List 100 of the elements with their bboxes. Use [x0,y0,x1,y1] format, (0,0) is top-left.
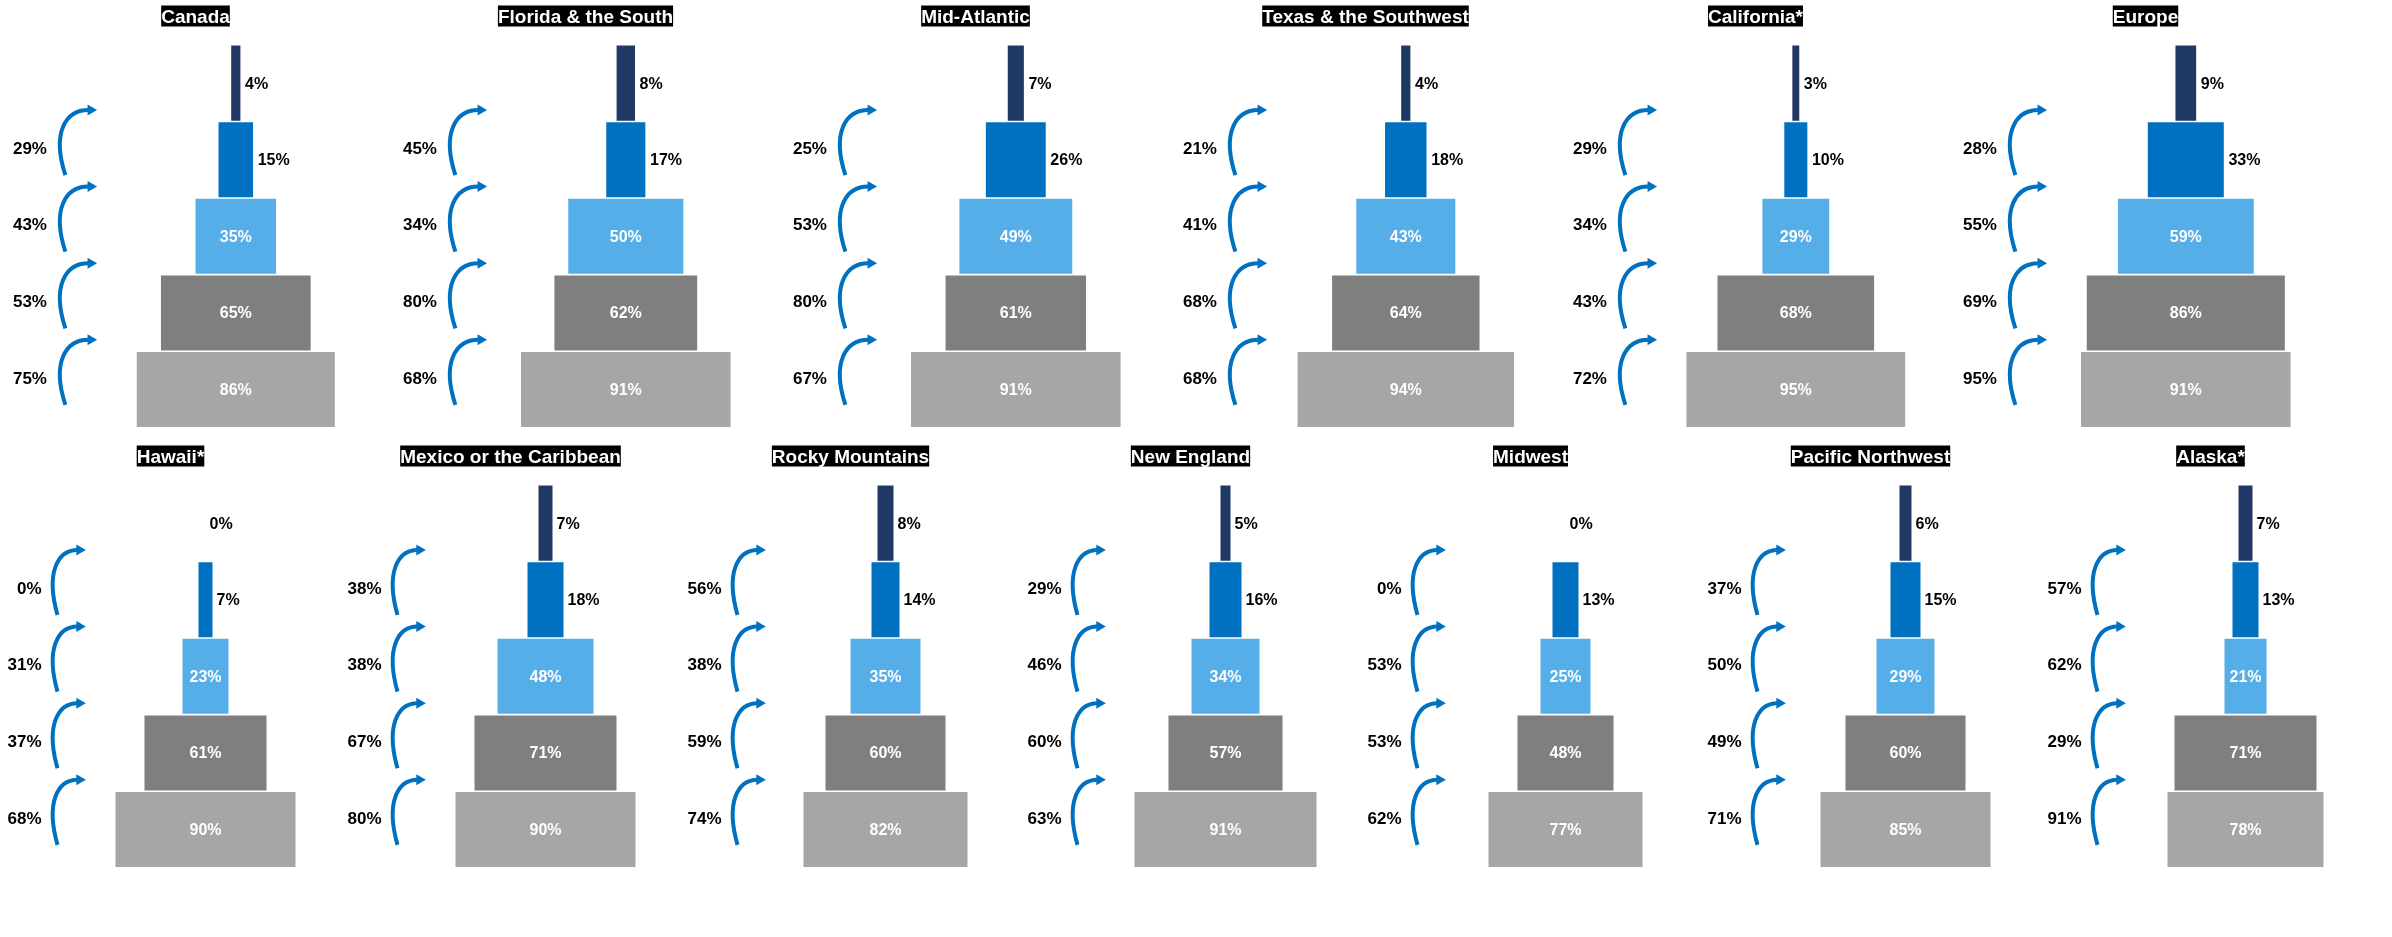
text: 29% [12,138,47,158]
data-label: 35% [219,227,252,245]
data-label: 6% [1915,514,1939,532]
text: 68% [1182,291,1217,311]
text: New England [1130,445,1251,467]
data-label: 15% [1924,591,1957,609]
data-label: 86% [2169,304,2202,322]
text: 91% [2047,808,2082,828]
data-label: 90% [529,821,562,839]
text: 63% [1027,808,1062,828]
text: 41% [1182,215,1217,235]
text: 37% [1707,578,1742,598]
text: 62% [2047,655,2082,675]
text: Florida & the South [497,5,674,27]
text: 71% [1707,808,1742,828]
text: Mexico or the Caribbean [400,445,621,467]
text: 29% [1027,578,1062,598]
data-label: 50% [609,227,642,245]
data-label: 10% [1811,151,1844,169]
data-label: 0% [1569,514,1593,532]
data-label: 18% [567,591,600,609]
text: 68% [402,368,437,388]
data-label: 26% [1050,151,1083,169]
text: California* [1707,5,1804,27]
text: 21% [1182,138,1217,158]
text: 0% [16,578,42,598]
data-label: 60% [869,744,902,762]
text: 29% [1572,138,1607,158]
data-label: 77% [1549,821,1582,839]
text: Alaska* [2176,445,2246,467]
data-label: 8% [897,514,921,532]
text: Mid-Atlantic [921,5,1031,27]
text: 80% [792,291,827,311]
data-label: 9% [2200,74,2224,92]
data-label: 29% [1889,667,1922,685]
data-label: 86% [219,381,252,399]
data-label: 59% [2169,227,2202,245]
text: 74% [687,808,722,828]
data-label: 3% [1803,74,1827,92]
text: 62% [1367,808,1402,828]
text: 0% [1376,578,1402,598]
data-label: 82% [869,821,902,839]
data-label: 71% [529,744,562,762]
data-label: 90% [189,821,222,839]
data-label: 64% [1389,304,1422,322]
text: 46% [1027,655,1062,675]
data-label: 57% [1209,744,1242,762]
data-label: 85% [1889,821,1922,839]
data-label: 91% [609,381,642,399]
data-label: 23% [189,667,222,685]
text: 69% [1962,291,1997,311]
data-label: 14% [903,591,936,609]
data-label: 33% [2228,151,2261,169]
text: 53% [1367,731,1402,751]
text: 31% [7,655,42,675]
text: 80% [402,291,437,311]
text: 29% [2047,731,2082,751]
data-label: 34% [1209,667,1242,685]
text: Texas & the Southwest [1262,5,1470,27]
data-label: 78% [2229,821,2262,839]
data-label: 94% [1389,381,1422,399]
data-label: 15% [257,151,290,169]
data-label: 8% [639,74,663,92]
text: Canada [161,5,231,27]
data-label: 68% [1779,304,1812,322]
text: Pacific Northwest [1790,445,1951,467]
text: 59% [687,731,722,751]
text: 50% [1707,655,1742,675]
text: 38% [347,655,382,675]
text: 68% [7,808,42,828]
text: 68% [1182,368,1217,388]
text: 25% [792,138,827,158]
text: 67% [347,731,382,751]
text: 34% [402,215,437,235]
text: 53% [12,291,47,311]
text: 67% [792,368,827,388]
data-label: 13% [1582,591,1615,609]
text: 45% [402,138,437,158]
data-label: 61% [999,304,1032,322]
text: 57% [2047,578,2082,598]
data-label: 48% [529,667,562,685]
data-label: 7% [556,514,580,532]
data-label: 21% [2229,667,2262,685]
data-label: 7% [216,591,240,609]
text: 80% [347,808,382,828]
text: Rocky Mountains [771,445,930,467]
data-label: 4% [245,74,269,92]
text: 53% [1367,655,1402,675]
text: 60% [1027,731,1062,751]
data-label: 48% [1549,744,1582,762]
text: Hawaii* [136,445,205,467]
data-label: 13% [2262,591,2295,609]
text: 55% [1962,215,1997,235]
data-label: 91% [999,381,1032,399]
data-label: 49% [999,227,1032,245]
data-label: 0% [209,514,233,532]
data-label: 29% [1779,227,1812,245]
data-label: 95% [1779,381,1812,399]
data-label: 71% [2229,744,2262,762]
text: Europe [2112,5,2179,27]
